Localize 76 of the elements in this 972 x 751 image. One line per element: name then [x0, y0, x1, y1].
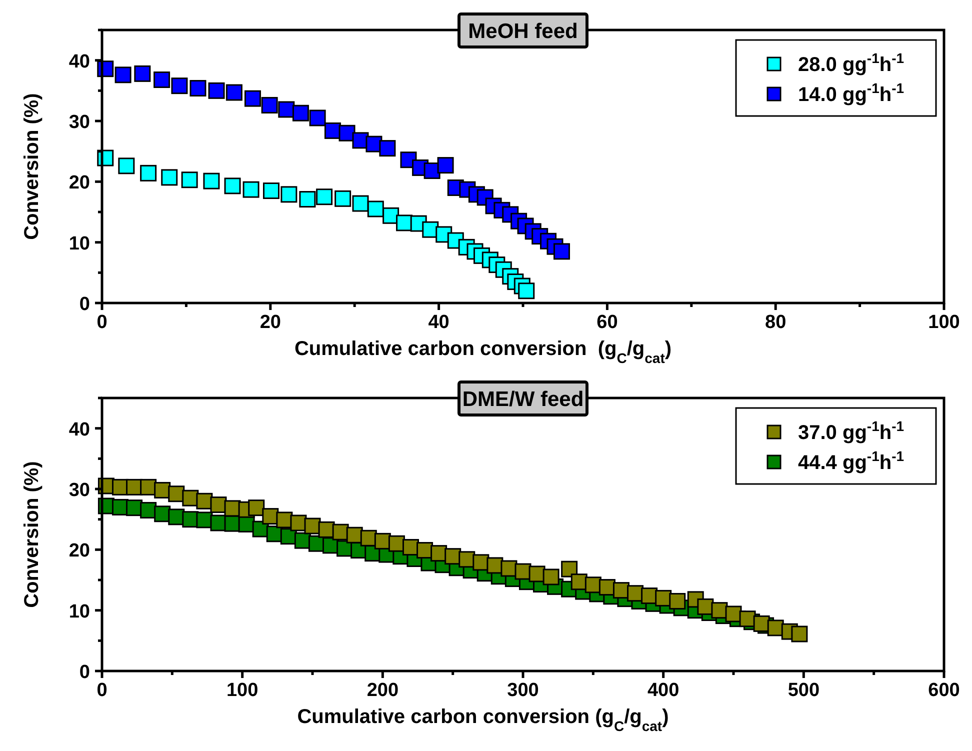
point: [154, 71, 170, 88]
x-tick-label: 0: [96, 312, 108, 333]
point: [518, 282, 535, 300]
point: [379, 140, 396, 157]
x-tick-label: 500: [788, 680, 820, 701]
point: [161, 169, 178, 186]
y-axis-title: Conversion (%): [21, 93, 43, 240]
x-axis-title: Cumulative carbon conversion (g$_{C}$/g$_{cat}$): [294, 338, 672, 366]
point: [140, 164, 157, 182]
point: [316, 188, 333, 206]
point: [352, 195, 369, 212]
point: [203, 172, 220, 190]
point: [248, 500, 265, 516]
point: [226, 84, 242, 101]
point: [500, 560, 518, 577]
y-tick-label: 10: [68, 233, 90, 254]
point: [382, 207, 400, 224]
x-tick-label: 20: [260, 312, 281, 333]
y-tick-label: 20: [68, 540, 90, 562]
y-tick-label: 0: [79, 294, 90, 315]
point: [292, 104, 309, 122]
point: [224, 178, 241, 194]
point: [739, 610, 756, 628]
point: [553, 243, 570, 260]
x-axis-title: Cumulative carbon conversion (g$_{C}$/g$_{cat}$): [297, 706, 669, 734]
x-tick-label: 60: [596, 312, 618, 333]
y-tick-label: 30: [68, 112, 90, 133]
x-tick-label: 80: [765, 312, 786, 333]
y-tick-label: 40: [68, 419, 90, 440]
x-tick-label: 200: [366, 680, 399, 701]
point: [210, 496, 227, 514]
point: [280, 186, 298, 203]
y-tick-label: 30: [68, 480, 90, 501]
point: [242, 181, 260, 198]
legend-label: 14.0 gg$^{-1}$h$^{-1}$: [798, 80, 904, 106]
point: [309, 110, 326, 126]
point: [669, 592, 686, 610]
point: [561, 560, 578, 578]
y-axis-title: Conversion (%): [21, 461, 43, 608]
x-tick-label: 40: [428, 312, 450, 333]
chart-title: MeOH feed: [468, 20, 578, 43]
point: [190, 80, 206, 96]
point: [299, 191, 316, 208]
point: [367, 200, 384, 218]
y-tick-label: 10: [68, 601, 90, 622]
point: [134, 65, 151, 82]
x-tick-label: 100: [928, 312, 960, 333]
point: [725, 606, 742, 622]
point: [711, 602, 728, 619]
point: [324, 122, 341, 139]
point: [437, 157, 454, 174]
legend-label: 44.4 gg$^{-1}$h$^{-1}$: [798, 448, 904, 474]
point: [208, 82, 225, 99]
point: [290, 514, 307, 532]
x-tick-label: 0: [96, 680, 108, 701]
x-tick-label: 300: [507, 680, 539, 701]
point: [244, 90, 261, 107]
legend-label: 28.0 gg$^{-1}$h$^{-1}$: [798, 50, 904, 76]
point: [181, 172, 198, 188]
y-tick-label: 40: [68, 51, 90, 72]
x-tick-label: 600: [928, 680, 960, 701]
chart-title: DME/W feed: [462, 388, 584, 411]
point: [334, 190, 352, 207]
y-tick-label: 20: [68, 172, 90, 194]
point: [262, 182, 280, 200]
point: [542, 568, 560, 586]
point: [261, 96, 278, 114]
x-tick-label: 100: [226, 680, 258, 701]
legend-label: 37.0 gg$^{-1}$h$^{-1}$: [798, 418, 904, 444]
point: [118, 158, 135, 174]
point: [171, 78, 188, 94]
x-tick-label: 400: [647, 680, 680, 701]
point: [278, 101, 295, 118]
point: [791, 626, 808, 642]
y-tick-label: 0: [79, 662, 90, 683]
point: [114, 66, 132, 84]
